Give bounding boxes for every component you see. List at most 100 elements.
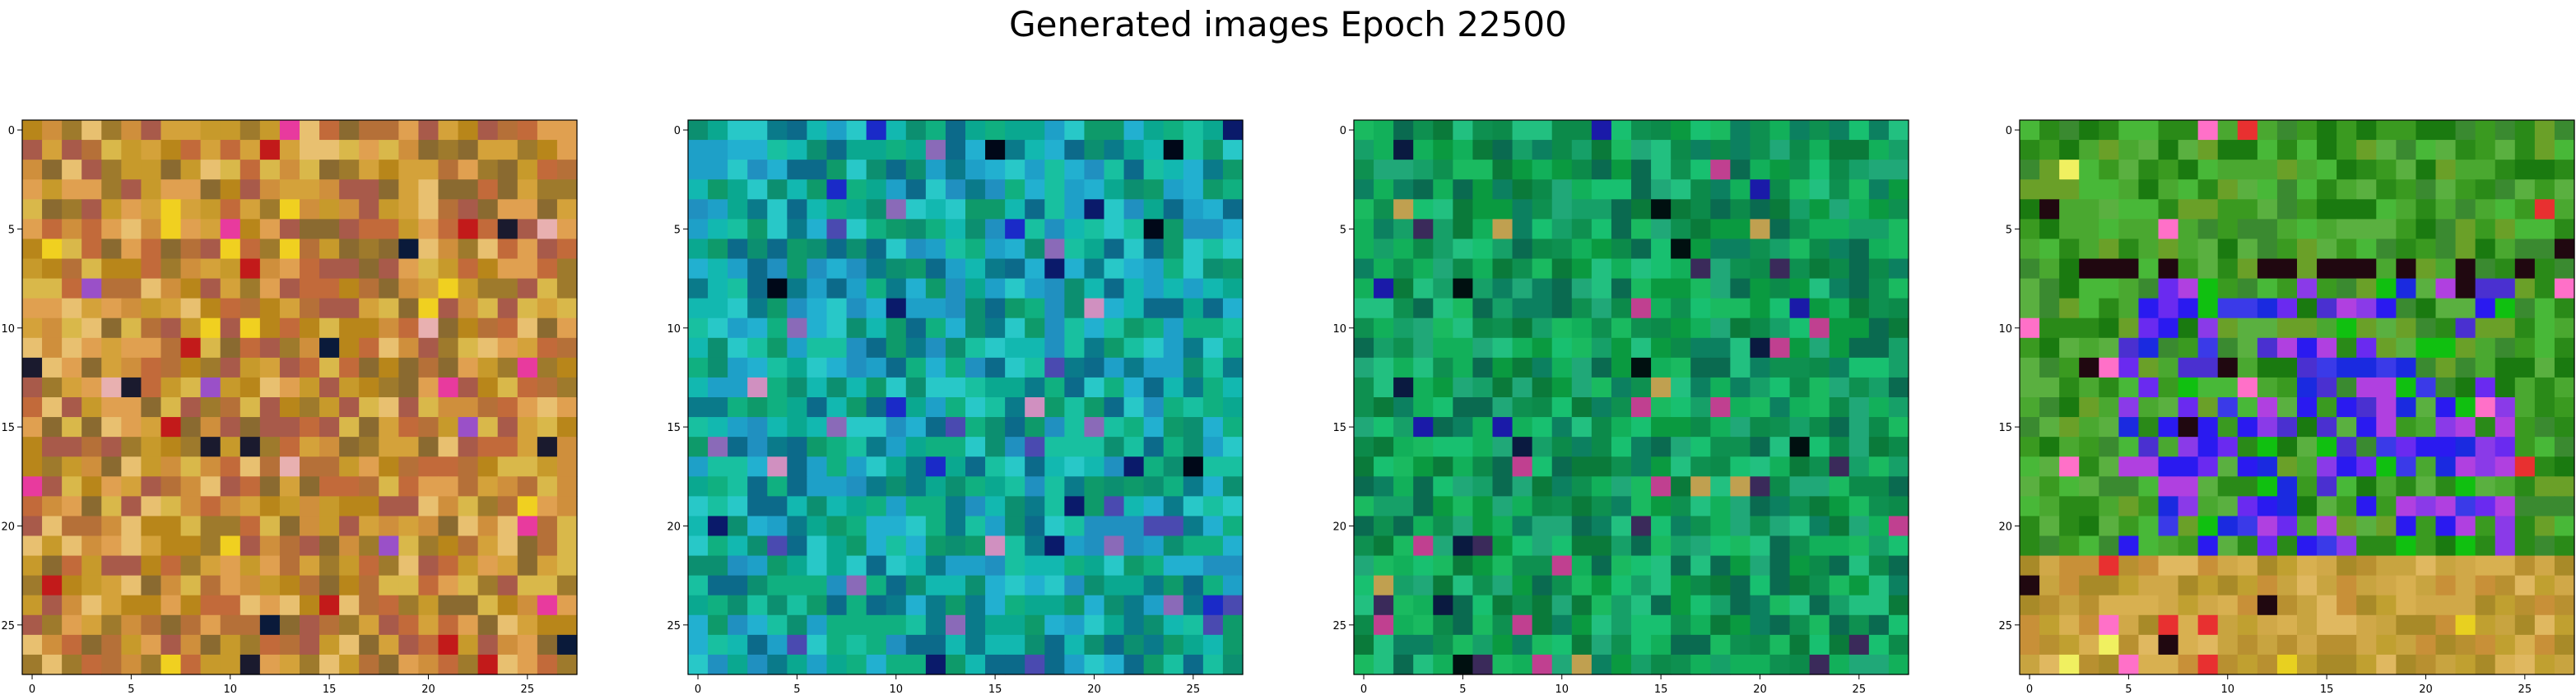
pixel-cell [1163, 535, 1184, 557]
pixel-cell [2455, 516, 2476, 537]
pixel-cell [2178, 516, 2199, 537]
pixel-cell [2059, 654, 2080, 675]
pixel-cell [1183, 278, 1204, 299]
pixel-cell [62, 258, 82, 280]
pixel-cell [1413, 575, 1434, 596]
pixel-cell [1472, 357, 1494, 378]
pixel-cell [767, 476, 788, 497]
pixel-cell [180, 634, 202, 656]
pixel-cell [767, 357, 788, 378]
pixel-cell [1393, 535, 1414, 557]
pixel-cell [180, 278, 202, 299]
pixel-cell [1222, 496, 1244, 517]
pixel-cell [2276, 575, 2298, 596]
pixel-cell [239, 239, 261, 260]
pixel-cell [1433, 516, 1453, 537]
pixel-cell [2237, 437, 2258, 457]
pixel-cell [1005, 417, 1025, 438]
pixel-cell [2039, 357, 2060, 378]
pixel-cell [2020, 456, 2040, 477]
pixel-cell [1611, 199, 1632, 220]
pixel-cell [1163, 476, 1184, 497]
pixel-cell [1492, 337, 1514, 359]
pixel-cell [1769, 199, 1791, 220]
pixel-cell [2317, 614, 2337, 636]
pixel-cell [1143, 140, 1165, 160]
pixel-cell [1512, 595, 1533, 616]
pixel-cell [2376, 179, 2397, 200]
pixel-cell [1374, 160, 1394, 180]
pixel-cell [2297, 179, 2318, 200]
pixel-cell [1025, 357, 1045, 378]
pixel-cell [945, 516, 966, 537]
pixel-cell [2217, 634, 2239, 656]
pixel-cell [2237, 179, 2258, 200]
pixel-cell [1769, 377, 1791, 398]
pixel-cell [359, 614, 379, 636]
pixel-cell [2554, 377, 2575, 398]
pixel-cell [101, 437, 122, 457]
pixel-cell [767, 555, 788, 577]
pixel-cell [379, 239, 399, 260]
pixel-cell [458, 496, 479, 517]
pixel-cell [438, 160, 459, 180]
pixel-cell [339, 595, 360, 616]
pixel-cell [556, 258, 578, 280]
pixel-cell [2217, 377, 2239, 398]
pixel-cell [1671, 614, 1691, 636]
pixel-cell [1512, 278, 1533, 299]
pixel-cell [2297, 397, 2318, 418]
pixel-cell [1433, 140, 1453, 160]
pixel-cell [1888, 595, 1909, 616]
pixel-cell [1433, 337, 1453, 359]
pixel-cell [1433, 614, 1453, 636]
pixel-cell [2416, 219, 2437, 240]
pixel-cell [300, 120, 320, 141]
pixel-cell [1163, 317, 1184, 339]
pixel-cell [1393, 120, 1414, 141]
pixel-cell [1163, 614, 1184, 636]
pixel-cell [1671, 417, 1691, 438]
pixel-cell [2495, 140, 2516, 160]
pixel-cell [81, 317, 102, 339]
pixel-cell [1453, 317, 1474, 339]
pixel-cell [359, 437, 379, 457]
pixel-cell [2099, 437, 2119, 457]
pixel-cell [2297, 476, 2318, 497]
pixel-cell [1492, 634, 1514, 656]
pixel-cell [2020, 614, 2040, 636]
pixel-cell [807, 654, 828, 675]
pixel-cell [62, 140, 82, 160]
pixel-cell [1433, 239, 1453, 260]
pixel-cell [1104, 278, 1125, 299]
pixel-cell [688, 516, 709, 537]
pixel-cell [1591, 239, 1612, 260]
pixel-cell [1222, 317, 1244, 339]
pixel-cell [359, 555, 379, 577]
pixel-cell [2197, 377, 2219, 398]
pixel-cell [2039, 377, 2060, 398]
pixel-cell [767, 377, 788, 398]
pixel-cell [1064, 595, 1086, 616]
pixel-cell [2297, 317, 2318, 339]
pixel-cell [2197, 120, 2219, 141]
pixel-cell [1848, 555, 1870, 577]
pixel-cell [359, 516, 379, 537]
pixel-cell [517, 179, 538, 200]
pixel-cell [1611, 575, 1632, 596]
pixel-cell [846, 437, 867, 457]
pixel-cell [2059, 219, 2080, 240]
pixel-cell [2118, 120, 2140, 141]
pixel-cell [1848, 476, 1870, 497]
pixel-cell [1789, 377, 1811, 398]
pixel-cell [1690, 258, 1711, 280]
pixel-cell [556, 219, 578, 240]
pixel-cell [1183, 377, 1204, 398]
pixel-cell [866, 476, 887, 497]
pixel-cell [2079, 278, 2099, 299]
pixel-cell [1611, 614, 1632, 636]
pixel-cell [477, 476, 499, 497]
pixel-cell [1769, 595, 1791, 616]
pixel-cell [1809, 337, 1830, 359]
pixel-cell [1202, 239, 1224, 260]
